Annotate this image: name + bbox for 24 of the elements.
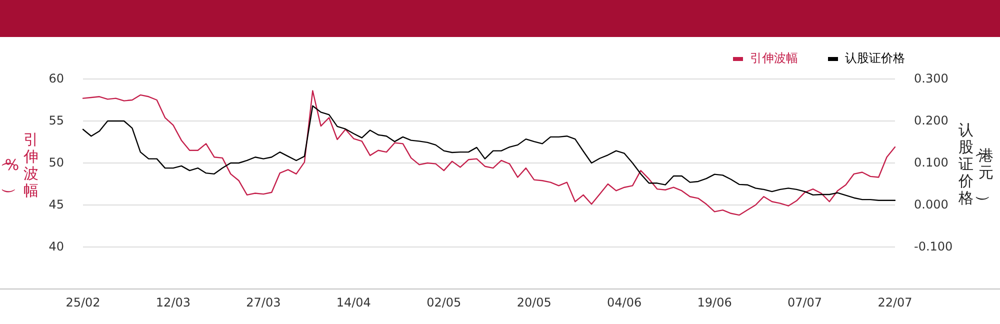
x-tick-label: 14/04 — [336, 295, 371, 310]
y-tick-label: 60 — [48, 71, 64, 86]
line-series — [82, 90, 896, 216]
x-tick-label: 04/06 — [607, 295, 642, 310]
x-tick-label: 07/07 — [787, 295, 822, 310]
y-tick-label: 50 — [48, 155, 64, 170]
y-tick-label: 45 — [48, 197, 64, 212]
y2-tick-label: 0.100 — [914, 155, 948, 170]
y2-tick-label: -0.100 — [914, 239, 953, 254]
y2-tick-label: 0.300 — [914, 71, 948, 86]
legend-label: 引伸波幅 — [750, 50, 798, 67]
y2-tick-label: 0.200 — [914, 113, 948, 128]
x-tick-label: 20/05 — [516, 295, 552, 310]
x-tick-label: 22/07 — [878, 295, 912, 310]
y2-tick-label: 0.000 — [914, 197, 948, 212]
x-tick-label: 19/06 — [697, 295, 732, 310]
legend-label: 认股证价格 — [845, 50, 905, 67]
x-tick-label: 25/02 — [66, 295, 100, 310]
y-tick-label: 40 — [48, 239, 64, 254]
line-series — [82, 105, 896, 201]
x-tick-label: 27/03 — [246, 295, 281, 310]
x-tick-label: 12/03 — [156, 295, 191, 310]
x-tick-label: 02/05 — [426, 295, 462, 310]
y-tick-label: 55 — [48, 113, 64, 128]
